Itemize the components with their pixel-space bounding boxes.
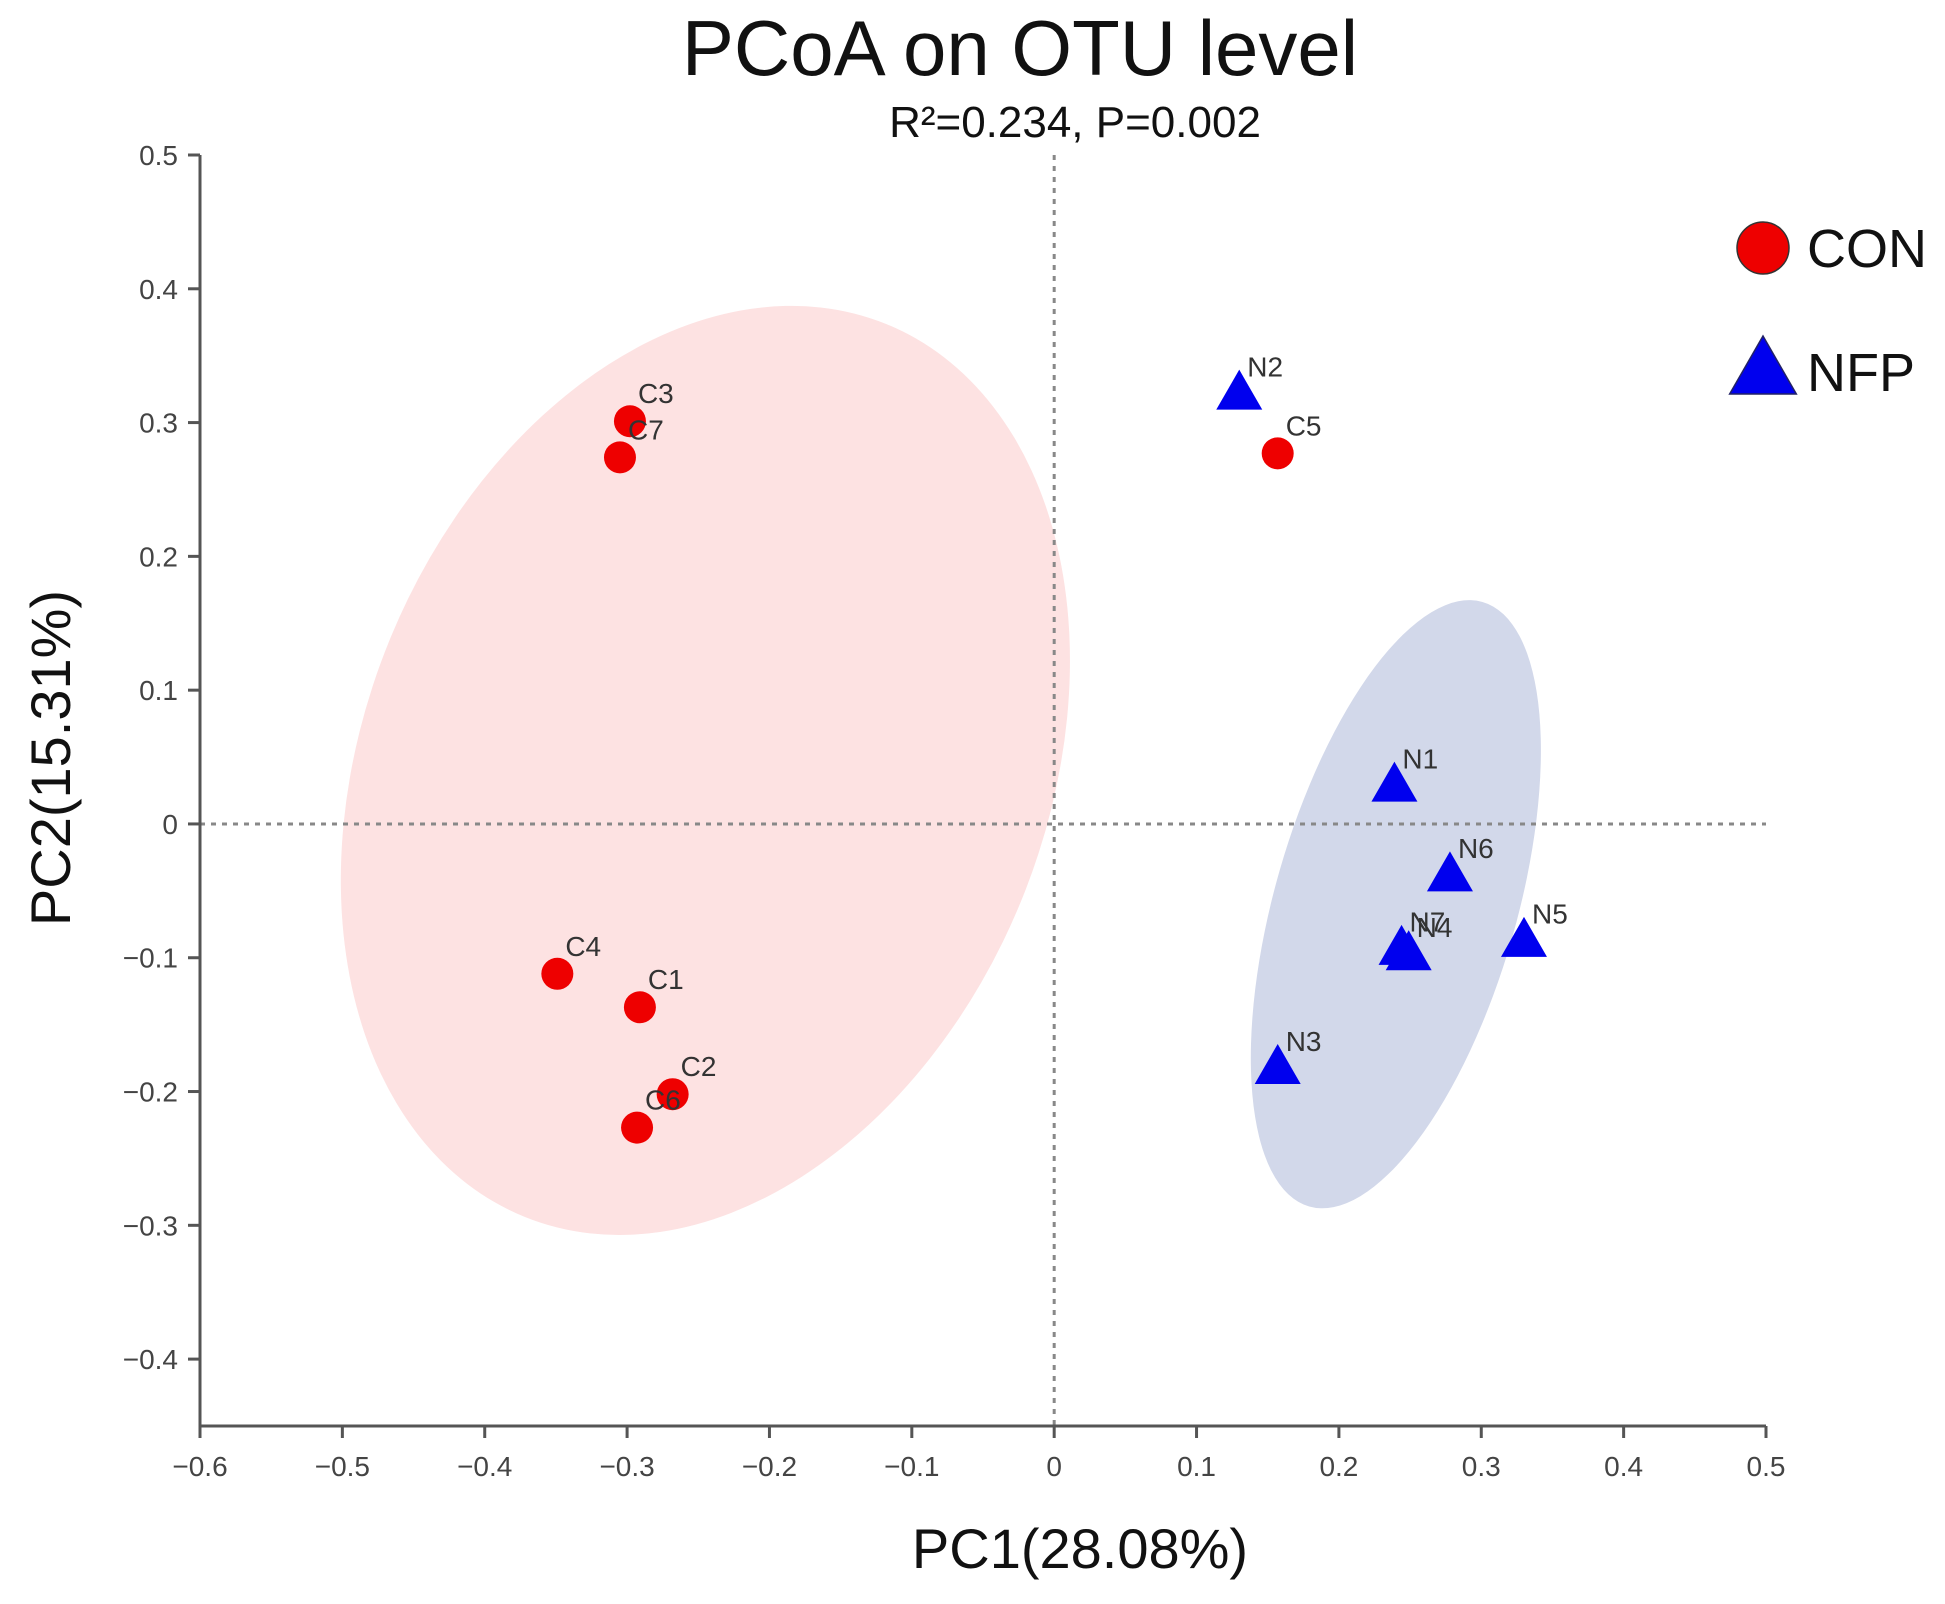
x-axis-title: PC1(28.08%)	[912, 1517, 1248, 1580]
x-tick-label: −0.3	[599, 1451, 654, 1482]
x-tick-label: −0.4	[457, 1451, 512, 1482]
point-n3	[1254, 1043, 1301, 1084]
point-label-n5: N5	[1532, 899, 1568, 930]
y-tick-label: −0.4	[123, 1344, 178, 1375]
y-tick-label: 0.2	[139, 541, 178, 572]
point-c1	[623, 991, 656, 1024]
point-label-c2: C2	[681, 1051, 717, 1082]
x-tick-label: 0	[1046, 1451, 1062, 1482]
data-points: C1 C2 C3 C4 C5 C6 C7 N1 N2 N3 N4 N5 N6 N7	[541, 351, 1568, 1144]
x-tick-label: −0.2	[742, 1451, 797, 1482]
point-n7	[1378, 924, 1425, 965]
y-tick-label: −0.3	[123, 1210, 178, 1241]
point-label-c5: C5	[1286, 410, 1322, 441]
reference-lines	[200, 155, 1766, 1426]
point-label-n1: N1	[1402, 743, 1438, 774]
legend: CON NFP	[1728, 219, 1927, 403]
x-tick-label: −0.1	[884, 1451, 939, 1482]
y-tick-label: 0.5	[139, 140, 178, 171]
ellipse-nfp	[1250, 600, 1541, 1209]
x-tick-label: −0.5	[315, 1451, 370, 1482]
point-label-c1: C1	[648, 964, 684, 995]
point-label-n2: N2	[1247, 351, 1283, 382]
point-c2	[656, 1078, 689, 1111]
point-c6	[621, 1111, 654, 1144]
axes: −0.6 −0.5 −0.4 −0.3 −0.2 −0.1 0 0.1 0.2 0.3 0.4 0.5…	[123, 140, 1786, 1482]
x-tick-label: 0.2	[1319, 1451, 1358, 1482]
y-axis-title: PC2(15.31%)	[19, 590, 82, 926]
x-tick-label: 0.5	[1747, 1451, 1786, 1482]
point-n5	[1500, 916, 1547, 957]
point-c3	[613, 405, 646, 438]
point-n1	[1371, 761, 1418, 802]
y-tick-label: −0.2	[123, 1077, 178, 1108]
y-tick-label: 0.4	[139, 274, 178, 305]
x-tick-label: 0.1	[1177, 1451, 1216, 1482]
legend-label-con: CON	[1807, 219, 1927, 279]
chart-subtitle: R²=0.234, P=0.002	[889, 98, 1261, 147]
y-tick-label: 0	[162, 809, 178, 840]
point-label-c6: C6	[645, 1085, 681, 1116]
point-c5	[1261, 437, 1294, 470]
point-n6	[1426, 851, 1473, 892]
point-label-c4: C4	[565, 931, 601, 962]
x-tick-label: 0.3	[1462, 1451, 1501, 1482]
x-tick-label: −0.6	[172, 1451, 227, 1482]
y-tick-label: 0.1	[139, 675, 178, 706]
point-label-c3: C3	[638, 378, 674, 409]
point-n2	[1216, 369, 1263, 410]
x-tick-label: 0.4	[1604, 1451, 1643, 1482]
point-label-n7: N7	[1410, 907, 1446, 938]
point-label-n3: N3	[1286, 1026, 1322, 1057]
ellipse-con	[340, 305, 1070, 1235]
y-tick-label: 0.3	[139, 408, 178, 439]
point-label-n6: N6	[1458, 833, 1494, 864]
confidence-ellipses	[340, 305, 1541, 1235]
point-label-c7: C7	[628, 414, 664, 445]
legend-marker-nfp	[1728, 334, 1798, 395]
y-tick-label: −0.1	[123, 943, 178, 974]
point-c4	[541, 957, 574, 990]
legend-marker-con	[1736, 221, 1790, 275]
point-c7	[603, 441, 636, 474]
point-label-n4: N4	[1417, 912, 1453, 943]
legend-label-nfp: NFP	[1807, 343, 1915, 403]
chart-title: PCoA on OTU level	[682, 4, 1358, 92]
